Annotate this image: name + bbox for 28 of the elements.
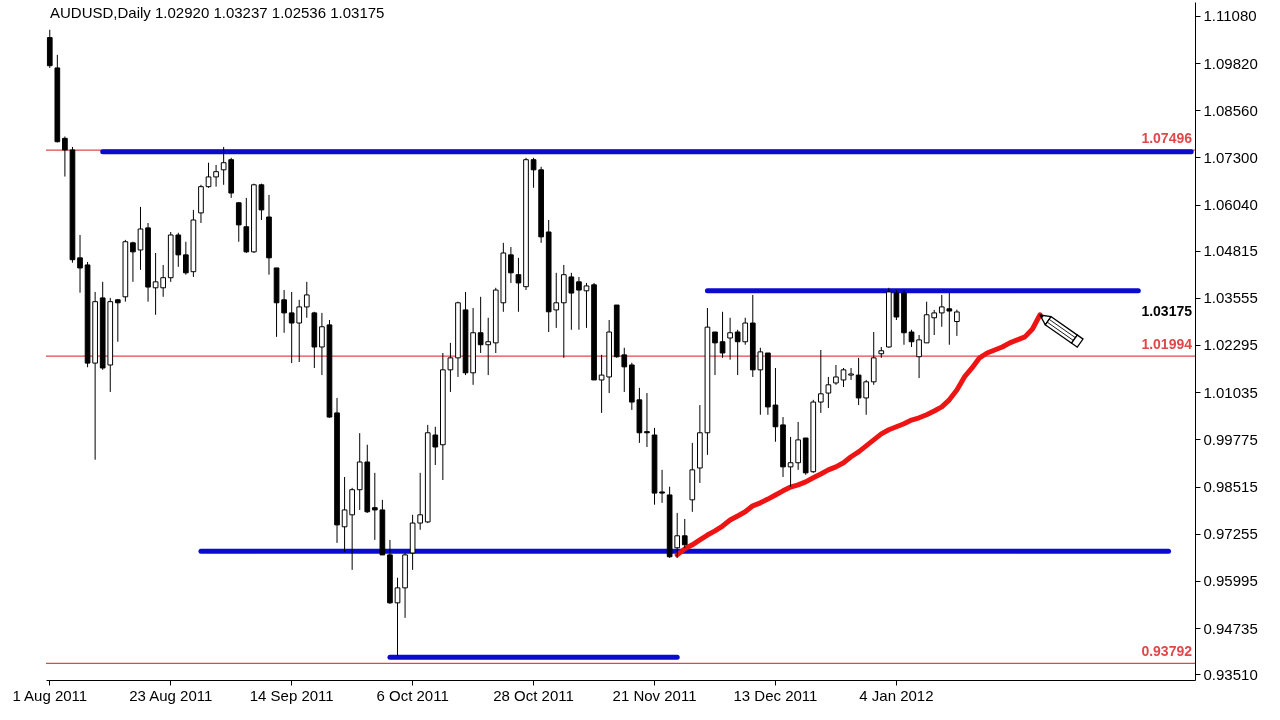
y-tick-label: 1.02295 bbox=[1203, 336, 1258, 354]
x-tick-label: 21 Nov 2011 bbox=[612, 686, 697, 704]
y-tick-label: 0.93510 bbox=[1203, 665, 1258, 683]
y-tick-label: 1.06040 bbox=[1203, 196, 1258, 214]
y-tick-label: 1.08560 bbox=[1203, 101, 1258, 119]
y-tick-label: 1.01035 bbox=[1203, 383, 1258, 401]
x-tick-label: 23 Aug 2011 bbox=[129, 686, 213, 704]
y-tick-label: 1.09820 bbox=[1203, 54, 1258, 72]
y-tick-label: 0.98515 bbox=[1203, 478, 1258, 496]
y-tick-label: 0.95995 bbox=[1203, 572, 1258, 590]
x-tick-label: 4 Jan 2012 bbox=[859, 686, 934, 704]
x-tick-label: 14 Sep 2011 bbox=[249, 686, 334, 704]
y-tick-label: 0.94735 bbox=[1203, 619, 1258, 637]
ref-line-label: 1.01994 bbox=[1141, 336, 1193, 353]
ref-line-label: 0.93792 bbox=[1141, 643, 1193, 660]
y-tick-label: 0.99775 bbox=[1203, 430, 1258, 448]
x-tick-label: 28 Oct 2011 bbox=[493, 686, 574, 704]
y-tick-label: 1.11080 bbox=[1203, 7, 1257, 25]
chart-title: AUDUSD,Daily 1.02920 1.03237 1.02536 1.03175 bbox=[50, 4, 385, 21]
x-tick-label: 13 Dec 2011 bbox=[733, 686, 818, 704]
y-tick-label: 0.97255 bbox=[1203, 525, 1258, 543]
y-tick-label: 1.04815 bbox=[1203, 242, 1258, 260]
x-tick-label: 6 Oct 2011 bbox=[376, 686, 449, 704]
ref-line-label: 1.07496 bbox=[1141, 130, 1193, 147]
y-tick-label: 1.03555 bbox=[1203, 289, 1258, 307]
x-tick-label: 1 Aug 2011 bbox=[12, 686, 88, 704]
y-tick-label: 1.07300 bbox=[1203, 148, 1258, 166]
annotation: 1.03175 bbox=[1141, 302, 1193, 319]
